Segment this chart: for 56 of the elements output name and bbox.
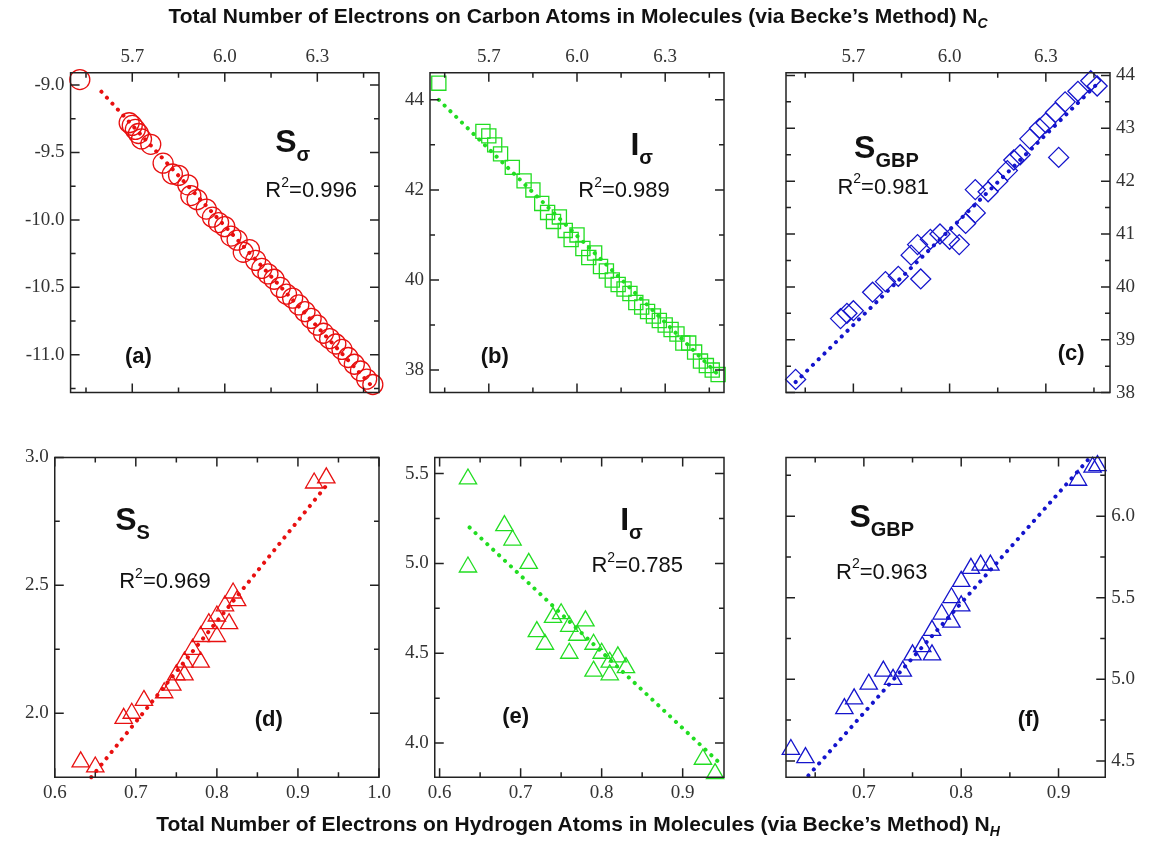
x-tick-label: 1.0 (367, 780, 391, 802)
y-tick-label: 38 (405, 358, 424, 380)
y-tick-label: 44 (1116, 63, 1136, 85)
y-tick-label: -10.0 (25, 207, 65, 229)
x-tick-label: 0.7 (508, 780, 533, 802)
y-tick-label: 2.0 (25, 701, 49, 723)
y-tick-label: 40 (405, 267, 424, 289)
x-tick-label: 0.8 (205, 780, 229, 802)
annotation: (b) (480, 343, 509, 369)
x-axis-title: Total Number of Electrons on Hydrogen Atoms in Molecules (via Becke’s Method) N$_{H}$ (155, 812, 1001, 840)
x-tick-label: 6.0 (212, 45, 237, 67)
y-tick-label: 43 (1116, 116, 1135, 138)
y-tick-label: -10.5 (25, 275, 65, 297)
y-tick-label: 3.0 (25, 445, 49, 467)
x-tick-label: 6.3 (305, 45, 330, 67)
y-tick-label: 2.5 (25, 573, 49, 595)
y-tick-label: 41 (1116, 222, 1135, 244)
y-tick-label: 39 (1116, 327, 1135, 349)
y-tick-label: 4.0 (405, 731, 429, 753)
annotation: (a) (124, 343, 152, 369)
x-tick-label: 0.6 (427, 780, 452, 802)
x-tick-label: 6.3 (1033, 45, 1058, 67)
x-tick-label: 0.8 (949, 780, 974, 802)
annotation: (f) (1017, 705, 1040, 731)
y-tick-label: 42 (405, 177, 424, 199)
x-tick-label: 0.7 (123, 780, 148, 802)
y-tick-label: -9.5 (34, 140, 65, 162)
y-tick-label: 4.5 (405, 641, 429, 663)
x-tick-label: 6.0 (937, 45, 962, 67)
y-tick-label: -11.0 (25, 342, 65, 364)
x-tick-label: 0.9 (286, 780, 310, 802)
y-tick-label: 5.0 (1111, 667, 1135, 689)
y-tick-label: 40 (1116, 274, 1135, 296)
y-tick-label: 5.5 (405, 461, 429, 483)
x-tick-label: 6.0 (565, 45, 589, 67)
x-axis-title: Total Number of Electrons on Carbon Atoms in Molecules (via Becke’s Method) N$_{C}$ (167, 4, 989, 32)
annotation: (e) (502, 702, 530, 728)
y-tick-label: -9.0 (34, 72, 65, 94)
y-tick-label: 44 (405, 87, 425, 109)
x-tick-label: 0.7 (851, 780, 876, 802)
x-tick-label: 6.3 (653, 45, 678, 67)
x-tick-label: 5.7 (476, 45, 501, 67)
annotation: (d) (254, 705, 283, 731)
x-tick-label: 5.7 (841, 45, 866, 67)
y-tick-label: 5.5 (1111, 585, 1135, 607)
x-tick-label: 0.9 (670, 780, 695, 802)
x-tick-label: 5.7 (120, 45, 145, 67)
x-tick-label: 0.8 (589, 780, 614, 802)
y-tick-label: 6.0 (1111, 504, 1135, 526)
y-tick-label: 38 (1116, 380, 1135, 402)
x-tick-label: 0.6 (42, 780, 67, 802)
y-tick-label: 5.0 (405, 551, 429, 573)
y-tick-label: 4.5 (1111, 748, 1135, 770)
annotation: (c) (1057, 340, 1085, 366)
x-tick-label: 0.9 (1046, 780, 1071, 802)
y-tick-label: 42 (1116, 169, 1135, 191)
